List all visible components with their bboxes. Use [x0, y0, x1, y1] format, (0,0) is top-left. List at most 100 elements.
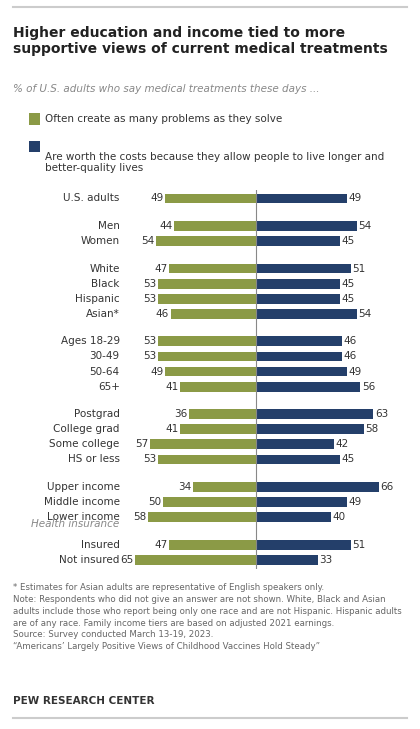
Text: Health insurance: Health insurance [32, 519, 120, 529]
Text: 58: 58 [134, 512, 147, 522]
Text: 45: 45 [341, 454, 354, 464]
Text: Middle income: Middle income [44, 497, 120, 507]
Text: 66: 66 [381, 482, 394, 492]
Bar [135, 555, 256, 565]
Text: Asian*: Asian* [86, 309, 120, 319]
Text: 44: 44 [160, 221, 173, 231]
Text: % of U.S. adults who say medical treatments these days ...: % of U.S. adults who say medical treatme… [13, 84, 319, 94]
Bar [180, 382, 256, 391]
Text: 49: 49 [150, 367, 163, 377]
Bar [256, 512, 331, 522]
Text: 36: 36 [174, 409, 188, 419]
Bar [29, 113, 40, 125]
Text: 51: 51 [352, 539, 366, 550]
Text: 65+: 65+ [98, 381, 120, 391]
Text: 56: 56 [362, 381, 375, 391]
Bar [256, 382, 360, 391]
Text: Ages 18-29: Ages 18-29 [60, 336, 120, 346]
Text: HS or less: HS or less [68, 454, 120, 464]
Text: Are worth the costs because they allow people to live longer and
better-quality : Are worth the costs because they allow p… [45, 152, 385, 174]
Bar [174, 221, 256, 231]
Bar [193, 482, 256, 492]
Text: 40: 40 [332, 512, 345, 522]
Text: 53: 53 [143, 336, 156, 346]
Text: Hispanic: Hispanic [75, 294, 120, 304]
Bar [156, 236, 256, 246]
Text: Not insured: Not insured [59, 555, 120, 565]
Text: Upper income: Upper income [47, 482, 120, 492]
Bar [148, 512, 256, 522]
Text: 34: 34 [178, 482, 192, 492]
Bar [256, 294, 340, 303]
Text: PEW RESEARCH CENTER: PEW RESEARCH CENTER [13, 695, 154, 706]
Text: U.S. adults: U.S. adults [63, 193, 120, 203]
Bar [171, 309, 256, 319]
Bar [158, 351, 256, 362]
Text: Insured: Insured [81, 539, 120, 550]
Bar [256, 440, 334, 449]
Text: 63: 63 [375, 409, 388, 419]
Text: * Estimates for Asian adults are representative of English speakers only.
Note: : * Estimates for Asian adults are represe… [13, 583, 402, 651]
Bar [256, 193, 347, 203]
Bar [256, 539, 351, 550]
Text: 46: 46 [343, 351, 357, 362]
Text: 65: 65 [121, 555, 134, 565]
Bar [150, 440, 256, 449]
Text: College grad: College grad [53, 424, 120, 434]
Text: 45: 45 [341, 294, 354, 304]
Bar [163, 497, 256, 507]
Bar [256, 337, 342, 346]
Text: 53: 53 [143, 278, 156, 289]
Text: 41: 41 [165, 381, 178, 391]
Bar [29, 141, 40, 152]
Bar [256, 309, 357, 319]
Text: Some college: Some college [50, 440, 120, 449]
Bar [256, 221, 357, 231]
Text: 54: 54 [358, 309, 371, 319]
Bar [165, 367, 256, 376]
Text: 33: 33 [319, 555, 332, 565]
Text: 47: 47 [154, 264, 167, 273]
Text: 49: 49 [349, 367, 362, 377]
Text: 54: 54 [141, 236, 154, 246]
Bar [256, 278, 340, 289]
Bar [256, 236, 340, 246]
Text: 50: 50 [149, 497, 162, 507]
Bar [158, 337, 256, 346]
Text: Often create as many problems as they solve: Often create as many problems as they so… [45, 114, 283, 124]
Text: 53: 53 [143, 351, 156, 362]
Bar [256, 264, 351, 273]
Text: White: White [89, 264, 120, 273]
Bar [256, 497, 347, 507]
Text: 30-49: 30-49 [89, 351, 120, 362]
Bar [256, 455, 340, 464]
Bar [256, 424, 364, 434]
Text: 53: 53 [143, 294, 156, 304]
Bar [158, 278, 256, 289]
Text: 57: 57 [135, 440, 149, 449]
Bar [256, 367, 347, 376]
Text: 45: 45 [341, 236, 354, 246]
Text: 47: 47 [154, 539, 167, 550]
Text: 45: 45 [341, 278, 354, 289]
Text: Black: Black [91, 278, 120, 289]
Text: 49: 49 [349, 193, 362, 203]
Text: 41: 41 [165, 424, 178, 434]
Bar [189, 409, 256, 419]
Bar [256, 482, 379, 492]
Text: 42: 42 [336, 440, 349, 449]
Text: Men: Men [98, 221, 120, 231]
Bar [169, 539, 256, 550]
Text: 46: 46 [156, 309, 169, 319]
Text: 51: 51 [352, 264, 366, 273]
Text: Higher education and income tied to more
supportive views of current medical tre: Higher education and income tied to more… [13, 26, 387, 55]
Text: 49: 49 [150, 193, 163, 203]
Text: 50-64: 50-64 [89, 367, 120, 377]
Bar [256, 555, 318, 565]
Text: 53: 53 [143, 454, 156, 464]
Bar [180, 424, 256, 434]
Text: 49: 49 [349, 497, 362, 507]
Bar [158, 294, 256, 303]
Text: Lower income: Lower income [47, 512, 120, 522]
Text: Postgrad: Postgrad [74, 409, 120, 419]
